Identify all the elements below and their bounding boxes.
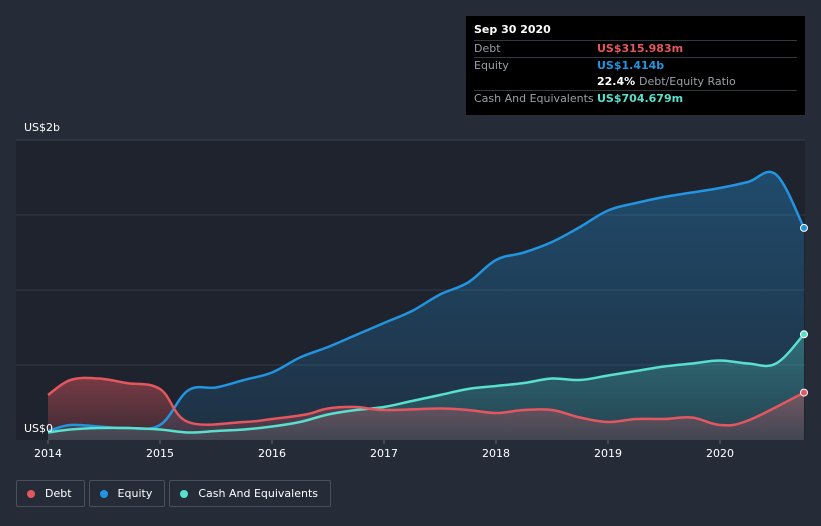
area-equity (48, 171, 804, 440)
endpoint-cash-and-equivalents[interactable] (800, 330, 808, 339)
legend-item-cash[interactable]: Cash And Equivalents (169, 480, 331, 507)
y-axis-bottom-label: US$0 (24, 422, 53, 435)
legend-equity-dot-icon (99, 489, 108, 498)
y-axis-top-label: US$2b (24, 121, 60, 134)
x-tick-label-2016: 2016 (258, 447, 286, 460)
endpoint-debt[interactable] (800, 388, 808, 397)
x-tick-label-2014: 2014 (34, 447, 62, 460)
tooltip-ratio: 22.4% Debt/Equity Ratio (597, 74, 736, 90)
x-tick-label-2015: 2015 (146, 447, 174, 460)
data-tooltip: Sep 30 2020 Debt US$315.983m Equity US$1… (466, 16, 805, 115)
series-endpoints (800, 223, 808, 397)
tooltip-debt-label: Debt (474, 42, 501, 55)
tooltip-date: Sep 30 2020 (474, 23, 551, 36)
tooltip-ratio-label: Debt/Equity Ratio (639, 75, 736, 88)
tooltip-equity-label: Equity (474, 59, 509, 72)
line-debt (47, 376, 805, 427)
legend-equity-label: Equity (117, 487, 153, 500)
tooltip-row-equity: Equity US$1.414b (474, 57, 797, 74)
tooltip-row-ratio: 22.4% Debt/Equity Ratio (474, 74, 797, 90)
legend-cash-label: Cash And Equivalents (198, 487, 318, 500)
x-tick-label-2017: 2017 (370, 447, 398, 460)
x-axis-ticks: 2014 2015 2016 2017 2018 2019 2020 (34, 440, 734, 460)
tooltip-row-cash: Cash And Equivalents US$704.679m (474, 90, 797, 107)
legend-cash-dot-icon (180, 489, 189, 498)
legend-item-debt[interactable]: Debt (16, 480, 85, 507)
tooltip-row-debt: Debt US$315.983m (474, 40, 797, 57)
tooltip-equity-value: US$1.414b (597, 59, 665, 72)
tooltip-debt-value: US$315.983m (597, 42, 684, 55)
endpoint-equity[interactable] (800, 223, 808, 232)
line-cash-and-equivalents (47, 333, 805, 434)
series-lines (47, 170, 806, 434)
legend-debt-dot-icon (27, 489, 35, 498)
area-cash-and-equivalents (48, 334, 804, 440)
tooltip-ratio-value: 22.4% (597, 75, 636, 88)
x-tick-label-2019: 2019 (594, 447, 622, 460)
legend-item-equity[interactable]: Equity (88, 480, 166, 507)
tooltip-cash-label: Cash And Equivalents (474, 92, 594, 105)
tooltip-cash-value: US$704.679m (597, 92, 684, 105)
chart-legend: Debt Equity Cash And Equivalents (16, 480, 331, 507)
legend-debt-label: Debt (45, 487, 72, 500)
x-tick-label-2018: 2018 (482, 447, 510, 460)
x-tick-label-2020: 2020 (706, 447, 734, 460)
